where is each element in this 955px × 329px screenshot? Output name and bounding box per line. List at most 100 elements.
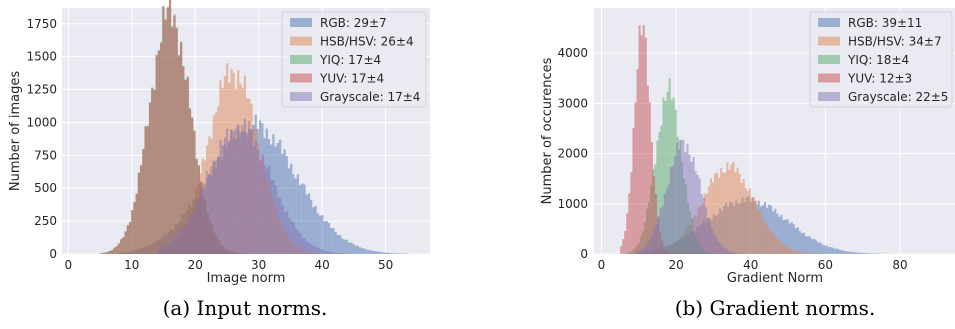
histogram-bar xyxy=(750,198,753,254)
histogram-bar xyxy=(729,251,732,254)
histogram-bar xyxy=(259,160,262,254)
histogram-bar xyxy=(120,239,123,254)
histogram-bar xyxy=(177,55,181,254)
histogram-bar xyxy=(854,252,857,254)
histogram-bar xyxy=(334,252,338,254)
y-tick-label: 3000 xyxy=(557,96,588,110)
y-tick-label: 0 xyxy=(49,247,57,261)
x-tick-label: 20 xyxy=(668,258,683,272)
y-tick-label: 500 xyxy=(34,181,57,195)
histogram-bar xyxy=(781,243,784,254)
histogram-bar xyxy=(162,6,165,254)
histogram-bar xyxy=(252,146,255,254)
histogram-bar xyxy=(702,197,705,254)
histogram-bar xyxy=(731,252,734,254)
histogram-bar xyxy=(635,251,638,254)
histogram-bar xyxy=(704,207,707,254)
histogram-bar xyxy=(272,180,275,254)
x-tick-label: 10 xyxy=(124,258,139,272)
histogram-bar xyxy=(314,246,318,254)
histogram-bar xyxy=(644,37,647,255)
legend-swatch xyxy=(290,73,312,83)
histogram-bar xyxy=(858,252,861,254)
histogram-bar xyxy=(325,251,329,254)
histogram-bar xyxy=(212,161,215,254)
histogram-bar xyxy=(290,220,293,254)
histogram-bar xyxy=(823,245,826,254)
histogram-bar xyxy=(312,207,315,254)
histogram-bar xyxy=(191,118,194,254)
histogram-bar xyxy=(674,156,677,254)
histogram-bar xyxy=(711,182,714,254)
histogram-bar xyxy=(283,211,286,254)
histogram-bar xyxy=(789,249,792,254)
histogram-bar xyxy=(715,236,718,254)
histogram-bar xyxy=(713,234,716,254)
histogram-bar xyxy=(188,108,192,255)
histogram-bar xyxy=(698,178,701,254)
histogram-bar xyxy=(790,222,793,254)
histogram-bar xyxy=(852,252,855,254)
histogram-bar xyxy=(650,141,653,254)
histogram-bar xyxy=(646,85,649,254)
histogram-bar xyxy=(208,173,211,254)
legend-label: YIQ: 18±4 xyxy=(847,53,909,67)
histogram-bar xyxy=(866,253,869,254)
histogram-bar xyxy=(717,241,720,254)
legend-label: Grayscale: 17±4 xyxy=(320,90,420,104)
histogram-bar xyxy=(194,201,198,254)
histogram-bar xyxy=(381,252,384,254)
histogram-bar xyxy=(171,27,174,255)
histogram-bar xyxy=(301,183,304,254)
histogram-bar xyxy=(796,227,799,254)
legend-swatch xyxy=(818,55,840,64)
histogram-bar xyxy=(645,245,648,254)
caption-b: (b) Gradient norms. xyxy=(674,296,876,320)
histogram-bar xyxy=(151,88,154,255)
histogram-bar xyxy=(671,165,675,254)
histogram-bar xyxy=(166,7,169,254)
legend-label: YUV: 12±3 xyxy=(847,72,912,86)
histogram-bar xyxy=(330,252,333,254)
histogram-bar xyxy=(219,140,222,254)
histogram-bar xyxy=(210,176,213,254)
legend: RGB: 39±11 HSB/HSV: 34±7 YIQ: 18±4 YUV: 12±… xyxy=(809,11,953,108)
histogram-bar xyxy=(332,252,335,254)
histogram-bar xyxy=(370,250,373,254)
histogram-bar xyxy=(257,149,260,254)
histogram-bar xyxy=(680,139,683,254)
histogram-bar xyxy=(778,216,781,254)
x-tick-label: 40 xyxy=(314,258,329,272)
histogram-bar xyxy=(752,197,756,254)
histogram-bar xyxy=(652,176,656,254)
histogram-bar xyxy=(250,128,253,254)
histogram-bar xyxy=(383,252,386,254)
histogram-bar xyxy=(736,167,739,254)
histogram-bar xyxy=(716,172,719,254)
legend-swatch xyxy=(818,92,840,101)
x-tick-labels: 0 20 40 60 80 xyxy=(598,258,908,272)
histogram-bar xyxy=(223,137,227,254)
histogram-bar xyxy=(718,178,721,254)
histogram-bar xyxy=(810,253,813,254)
histogram-bar xyxy=(777,239,780,254)
histogram-bar xyxy=(173,15,176,254)
histogram-bar xyxy=(746,190,749,254)
histogram-bar xyxy=(734,172,737,254)
histogram-bar xyxy=(181,228,184,254)
histogram-bar xyxy=(647,241,650,254)
caption-a: (a) Input norms. xyxy=(162,296,328,320)
histogram-bar xyxy=(794,250,797,254)
histogram-bar xyxy=(294,228,298,254)
histogram-bar xyxy=(327,222,331,254)
histogram-bar xyxy=(800,252,803,254)
histogram-bar xyxy=(721,245,724,254)
histogram-bar xyxy=(341,238,344,254)
histogram-bar xyxy=(800,233,803,254)
histogram-bar xyxy=(392,253,395,254)
histogram-bar xyxy=(763,222,766,254)
histogram-bar xyxy=(301,237,304,254)
histogram-bar xyxy=(314,205,317,254)
histogram-bar xyxy=(157,249,160,254)
histogram-bar xyxy=(782,220,785,254)
